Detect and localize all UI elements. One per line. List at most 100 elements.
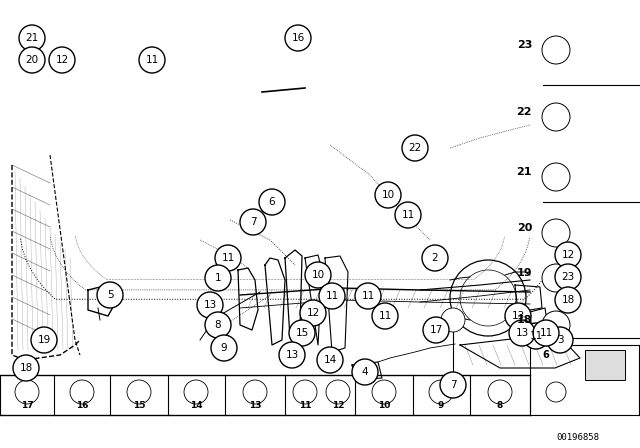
Circle shape — [352, 359, 378, 385]
Circle shape — [317, 347, 343, 373]
Text: 5: 5 — [107, 290, 113, 300]
Text: 20: 20 — [26, 55, 38, 65]
Circle shape — [555, 264, 581, 290]
Text: 8: 8 — [214, 320, 221, 330]
Text: 14: 14 — [189, 401, 202, 410]
Circle shape — [70, 380, 94, 404]
Circle shape — [509, 320, 535, 346]
Text: 19: 19 — [516, 268, 532, 278]
Circle shape — [372, 303, 398, 329]
Circle shape — [97, 282, 123, 308]
Text: 23: 23 — [516, 40, 532, 50]
Text: 19: 19 — [37, 335, 51, 345]
Text: 11: 11 — [221, 253, 235, 263]
Text: 17: 17 — [429, 325, 443, 335]
Circle shape — [542, 103, 570, 131]
Text: 12: 12 — [307, 308, 319, 318]
Circle shape — [211, 335, 237, 361]
Text: 13: 13 — [285, 350, 299, 360]
Circle shape — [372, 380, 396, 404]
Text: 13: 13 — [249, 401, 261, 410]
Text: 18: 18 — [516, 315, 532, 325]
Circle shape — [555, 287, 581, 313]
Circle shape — [542, 36, 570, 64]
Circle shape — [429, 380, 453, 404]
Text: 00196858: 00196858 — [557, 434, 600, 443]
Circle shape — [422, 245, 448, 271]
Text: 16: 16 — [76, 401, 88, 410]
Circle shape — [319, 283, 345, 309]
Text: 12: 12 — [56, 55, 68, 65]
Text: 11: 11 — [401, 210, 415, 220]
Circle shape — [395, 202, 421, 228]
Text: 13: 13 — [511, 311, 525, 321]
Text: 11: 11 — [299, 401, 311, 410]
Circle shape — [305, 262, 331, 288]
Text: 7: 7 — [450, 380, 456, 390]
Circle shape — [279, 342, 305, 368]
Circle shape — [139, 47, 165, 73]
Circle shape — [523, 323, 549, 349]
Text: 9: 9 — [438, 401, 444, 410]
Circle shape — [31, 327, 57, 353]
Circle shape — [542, 219, 570, 247]
Circle shape — [542, 264, 570, 292]
Text: 6: 6 — [543, 350, 549, 360]
Text: 13: 13 — [204, 300, 216, 310]
Text: 11: 11 — [540, 328, 552, 338]
Circle shape — [488, 380, 512, 404]
Text: 17: 17 — [20, 401, 33, 410]
Text: 11: 11 — [378, 311, 392, 321]
Circle shape — [15, 380, 39, 404]
Circle shape — [542, 311, 570, 339]
Text: 1: 1 — [214, 273, 221, 283]
Text: 14: 14 — [323, 355, 337, 365]
Text: 20: 20 — [516, 223, 532, 233]
Circle shape — [547, 327, 573, 353]
Circle shape — [505, 303, 531, 329]
Text: 13: 13 — [515, 328, 529, 338]
Text: 15: 15 — [132, 401, 145, 410]
Text: 8: 8 — [497, 401, 503, 410]
Text: 2: 2 — [432, 253, 438, 263]
Text: 10: 10 — [381, 190, 395, 200]
Text: 22: 22 — [408, 143, 422, 153]
Circle shape — [355, 283, 381, 309]
Text: 18: 18 — [19, 363, 33, 373]
Text: 11: 11 — [362, 291, 374, 301]
Text: 7: 7 — [250, 217, 256, 227]
Circle shape — [243, 380, 267, 404]
Bar — [585, 350, 625, 380]
Circle shape — [441, 308, 465, 332]
Circle shape — [49, 47, 75, 73]
Circle shape — [423, 317, 449, 343]
Text: 21: 21 — [516, 167, 532, 177]
Text: 11: 11 — [145, 55, 159, 65]
Circle shape — [240, 209, 266, 235]
Circle shape — [127, 380, 151, 404]
Circle shape — [440, 372, 466, 398]
Text: 6: 6 — [269, 197, 275, 207]
Circle shape — [289, 320, 315, 346]
Circle shape — [184, 380, 208, 404]
Text: 15: 15 — [296, 328, 308, 338]
Circle shape — [205, 265, 231, 291]
Circle shape — [555, 242, 581, 268]
Circle shape — [13, 355, 39, 381]
Circle shape — [19, 25, 45, 51]
Text: 12: 12 — [561, 250, 575, 260]
Circle shape — [375, 182, 401, 208]
Circle shape — [402, 135, 428, 161]
Circle shape — [542, 163, 570, 191]
Text: 18: 18 — [561, 295, 575, 305]
Text: 21: 21 — [26, 33, 38, 43]
Circle shape — [19, 47, 45, 73]
Text: 12: 12 — [332, 401, 344, 410]
Circle shape — [546, 382, 566, 402]
Text: 10: 10 — [312, 270, 324, 280]
Circle shape — [205, 312, 231, 338]
Circle shape — [293, 380, 317, 404]
Text: 22: 22 — [516, 107, 532, 117]
Text: 9: 9 — [221, 343, 227, 353]
Circle shape — [300, 300, 326, 326]
